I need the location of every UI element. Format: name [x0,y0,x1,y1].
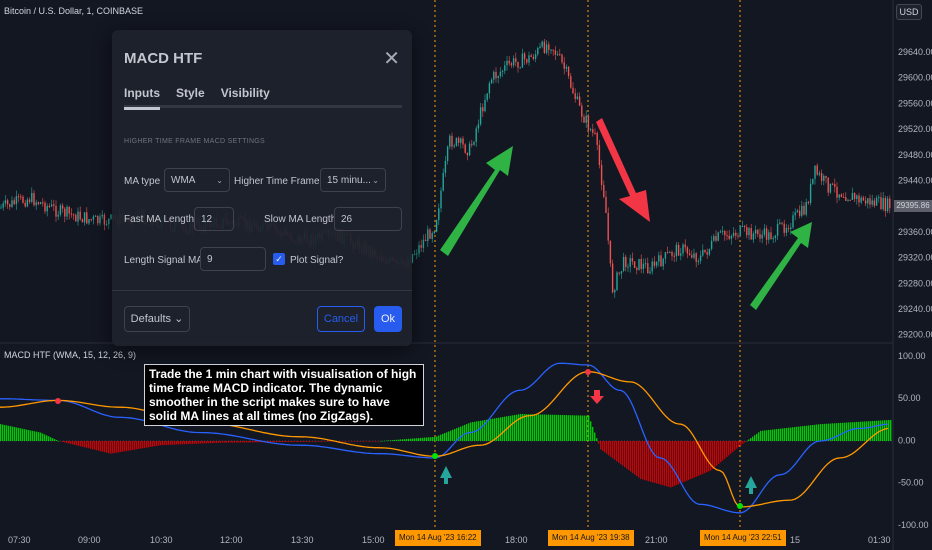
plot-signal-checkbox[interactable]: ✓ [273,253,285,265]
indicator-header: MACD HTF (WMA, 15, 12, 26, 9) [4,350,137,360]
time-tag-3: Mon 14 Aug '23 22:51 [700,530,786,546]
htf-select[interactable]: 15 minu... ⌄ [320,168,386,192]
annotation-box: Trade the 1 min chart with visualisation… [144,364,424,426]
time-axis-label: 18:00 [505,535,528,545]
down-arrow-marker [590,390,604,404]
bull-cross-dot [432,453,438,459]
time-axis-label: 09:00 [78,535,101,545]
time-axis-label: 07:30 [8,535,31,545]
bull-cross-dot [737,503,743,509]
price-axis-label: 29280.00 [898,278,932,288]
plot-signal-label: Plot Signal? [290,255,344,266]
chevron-down-icon: ⌄ [174,313,184,325]
macd-axis: 100.00 50.00 0.00 -50.00 -100.00 [898,351,929,530]
bear-cross-dot [585,369,591,375]
big-red-arrow [596,118,650,222]
htf-label: Higher Time Frame [234,176,320,187]
slow-ma-label: Slow MA Length [264,214,337,225]
chevron-down-icon: ⌄ [216,176,223,185]
macd-axis-label: 100.00 [898,351,926,361]
price-axis-label: 29360.00 [898,227,932,237]
dialog-tabs: Inputs Style Visibility [124,86,270,110]
tab-underline-track [124,105,402,108]
dialog-divider [112,290,412,291]
time-axis-label: 15 [790,535,800,545]
ok-button[interactable]: Ok [374,306,402,332]
time-axis-label: 01:30 [868,535,891,545]
price-axis-label: 29560.00 [898,98,932,108]
close-icon[interactable]: ✕ [383,48,400,70]
time-tag-1: Mon 14 Aug '23 16:22 [395,530,481,546]
bear-cross-dot [55,398,61,404]
indicator-settings-dialog: MACD HTF ✕ Inputs Style Visibility HIGHE… [112,30,412,346]
tab-inputs[interactable]: Inputs [124,86,160,110]
tab-visibility[interactable]: Visibility [220,86,270,100]
symbol-header: Bitcoin / U.S. Dollar, 1, COINBASE [4,6,144,16]
time-axis-label: 12:00 [220,535,243,545]
up-arrow-marker-1 [440,466,452,484]
price-axis-label: 29600.00 [898,73,932,83]
price-axis-label: 29320.00 [898,253,932,263]
big-green-arrow-1 [440,146,513,256]
defaults-button[interactable]: Defaults ⌄ [124,306,190,332]
dialog-title: MACD HTF [124,50,203,67]
price-axis-label: 29240.00 [898,304,932,314]
macd-axis-label: -100.00 [898,520,929,530]
chevron-down-icon: ⌄ [372,176,379,185]
price-axis-label: 29640.00 [898,47,932,57]
time-tag-2: Mon 14 Aug '23 19:38 [548,530,634,546]
section-label: HIGHER TIME FRAME MACD SETTINGS [124,138,266,145]
big-green-arrow-2 [750,222,812,310]
macd-axis-label: 0.00 [898,435,916,445]
currency-button[interactable]: USD [896,4,922,20]
signal-ma-label: Length Signal MA [124,255,203,266]
fast-ma-label: Fast MA Length [124,214,195,225]
defaults-label: Defaults [130,313,172,325]
price-axis-label: 29520.00 [898,124,932,134]
macd-axis-label: 50.00 [898,393,921,403]
last-price-tag: 29395.86 [894,200,932,212]
cancel-button[interactable]: Cancel [317,306,365,332]
ma-type-value: WMA [171,175,196,186]
fast-ma-input[interactable]: 12 [194,207,234,231]
time-axis-label: 21:00 [645,535,668,545]
time-axis: 07:30 09:00 10:30 12:00 13:30 15:00 18:00 21:00… [8,535,891,545]
price-axis-label: 29200.00 [898,330,932,340]
time-axis-label: 15:00 [362,535,385,545]
price-axis: 29640.00 29600.00 29560.00 29520.00 29480.00… [898,47,932,340]
price-axis-label: 29440.00 [898,176,932,186]
htf-value: 15 minu... [327,175,371,186]
time-axis-label: 10:30 [150,535,173,545]
time-axis-label: 13:30 [291,535,314,545]
macd-axis-label: -50.00 [898,478,924,488]
ma-type-label: MA type [124,176,161,187]
signal-ma-input[interactable]: 9 [200,247,266,271]
tab-style[interactable]: Style [176,86,205,100]
up-arrow-marker-2 [745,476,757,494]
ma-type-select[interactable]: WMA ⌄ [164,168,230,192]
slow-ma-input[interactable]: 26 [334,207,402,231]
price-axis-label: 29480.00 [898,150,932,160]
